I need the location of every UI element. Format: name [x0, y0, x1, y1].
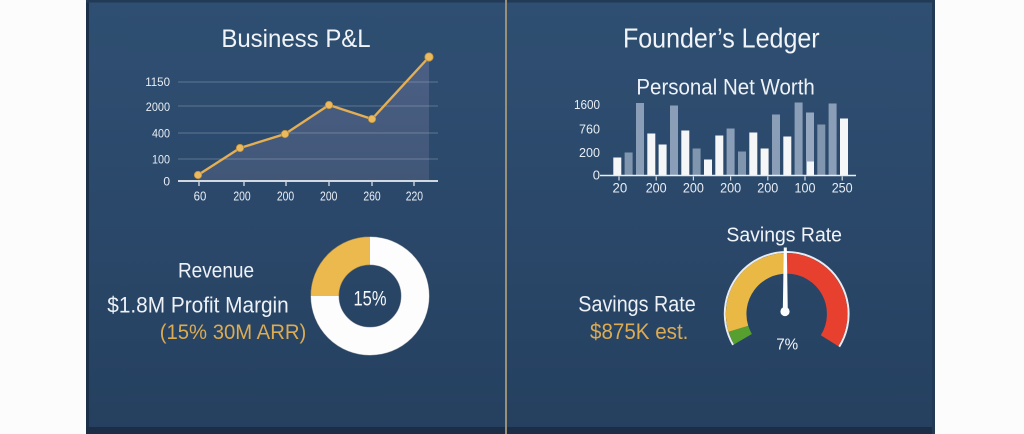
svg-text:220: 220 — [406, 190, 423, 204]
svg-text:Business P&L: Business P&L — [221, 25, 370, 53]
svg-text:200: 200 — [233, 190, 250, 204]
svg-text:Founder’s Ledger: Founder’s Ledger — [623, 22, 820, 53]
svg-text:2000: 2000 — [146, 100, 170, 114]
svg-text:0: 0 — [163, 174, 170, 188]
svg-text:260: 260 — [363, 190, 380, 204]
svg-text:$875K est.: $875K est. — [590, 319, 688, 344]
svg-text:Personal Net Worth: Personal Net Worth — [636, 74, 814, 99]
svg-text:100: 100 — [152, 152, 170, 166]
svg-text:400: 400 — [152, 126, 170, 140]
svg-text:(15% 30M ARR): (15% 30M ARR) — [160, 320, 307, 344]
svg-text:20: 20 — [613, 181, 628, 196]
svg-text:200: 200 — [757, 181, 778, 196]
svg-text:15%: 15% — [354, 286, 387, 310]
svg-text:60: 60 — [194, 190, 207, 204]
svg-text:200: 200 — [579, 145, 600, 160]
svg-text:200: 200 — [720, 181, 741, 196]
svg-text:Savings Rate: Savings Rate — [578, 292, 695, 317]
svg-text:200: 200 — [320, 190, 337, 204]
svg-text:7%: 7% — [776, 337, 798, 354]
svg-text:200: 200 — [683, 181, 704, 196]
svg-text:100: 100 — [795, 181, 816, 196]
svg-text:760: 760 — [579, 121, 600, 136]
svg-text:0: 0 — [593, 167, 600, 182]
svg-text:1150: 1150 — [145, 75, 170, 89]
svg-text:200: 200 — [277, 190, 294, 204]
svg-text:Revenue: Revenue — [178, 259, 254, 282]
svg-text:250: 250 — [832, 181, 853, 196]
svg-text:1600: 1600 — [574, 97, 600, 112]
svg-text:$1.8M Profit Margin: $1.8M Profit Margin — [107, 292, 289, 317]
svg-text:200: 200 — [646, 181, 667, 196]
svg-text:Savings Rate: Savings Rate — [726, 224, 842, 246]
